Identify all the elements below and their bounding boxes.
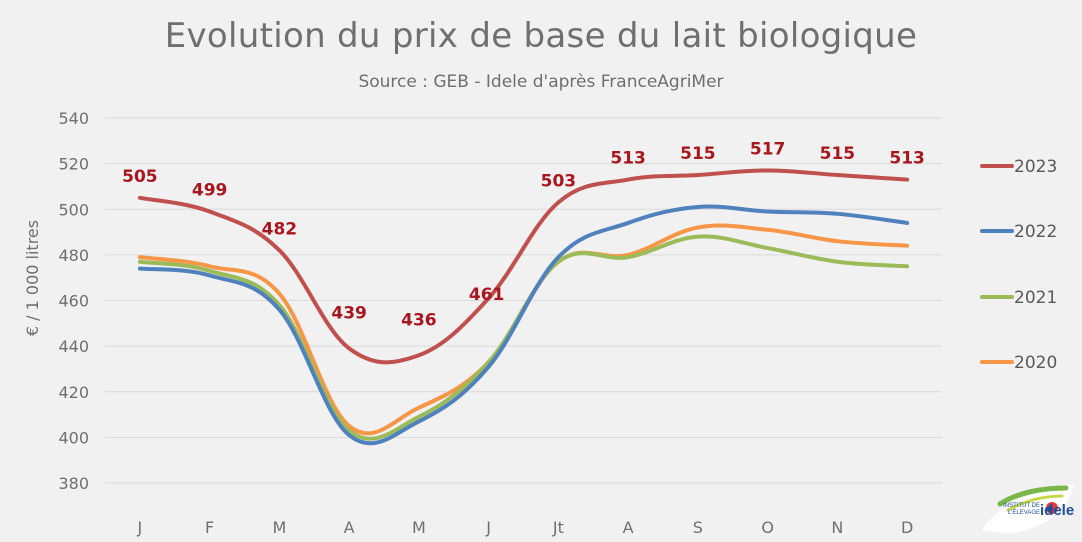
series-line-2022 — [137, 204, 910, 446]
idele-logo — [982, 484, 1074, 534]
x-tick-label: M — [412, 518, 426, 537]
data-label: 515 — [820, 144, 856, 164]
x-tick-label: D — [901, 518, 913, 537]
y-tick-label: 460 — [58, 292, 89, 311]
x-tick-label: M — [272, 518, 286, 537]
data-label: 439 — [331, 303, 367, 323]
data-label: 499 — [192, 181, 228, 201]
y-tick-label: 420 — [58, 383, 89, 402]
y-tick-label: 500 — [58, 200, 89, 219]
chart-title: Evolution du prix de base du lait biolog… — [164, 16, 918, 56]
series-line-2020 — [137, 223, 910, 436]
data-label: 503 — [541, 171, 577, 191]
x-tick-label: Jt — [552, 518, 564, 537]
legend-label: 2022 — [1014, 222, 1057, 242]
x-tick-label: J — [485, 518, 491, 537]
y-axis-label: € / 1 000 litres — [23, 220, 42, 336]
x-tick-label: S — [693, 518, 703, 537]
data-label: 461 — [469, 285, 505, 305]
data-label: 515 — [680, 144, 716, 164]
y-tick-label: 380 — [58, 474, 89, 493]
x-tick-label: N — [831, 518, 843, 537]
data-label: 513 — [889, 149, 925, 169]
logo-text: idele — [1040, 502, 1075, 519]
y-tick-label: 540 — [58, 109, 89, 128]
series-line-2023 — [137, 168, 910, 365]
legend-label: 2023 — [1014, 157, 1057, 177]
y-tick-label: 440 — [58, 337, 89, 356]
data-label: 513 — [610, 149, 646, 169]
data-label: 482 — [262, 219, 298, 239]
logo-small-text: INSTITUT DE L'ÉLEVAGE — [1003, 503, 1040, 516]
x-tick-label: A — [344, 518, 355, 537]
x-tick-label: O — [761, 518, 774, 537]
y-tick-label: 400 — [58, 428, 89, 447]
x-tick-label: F — [205, 518, 214, 537]
legend-label: 2020 — [1014, 353, 1057, 373]
y-tick-label: 520 — [58, 155, 89, 174]
x-tick-label: J — [137, 518, 143, 537]
data-label: 505 — [122, 167, 158, 187]
y-tick-label: 480 — [58, 246, 89, 265]
data-label: 436 — [401, 310, 437, 330]
data-label: 517 — [750, 139, 786, 159]
x-tick-label: A — [623, 518, 634, 537]
series-line-2021 — [137, 234, 910, 441]
legend-label: 2021 — [1014, 288, 1057, 308]
chart-subtitle: Source : GEB - Idele d'après FranceAgriM… — [358, 72, 724, 92]
